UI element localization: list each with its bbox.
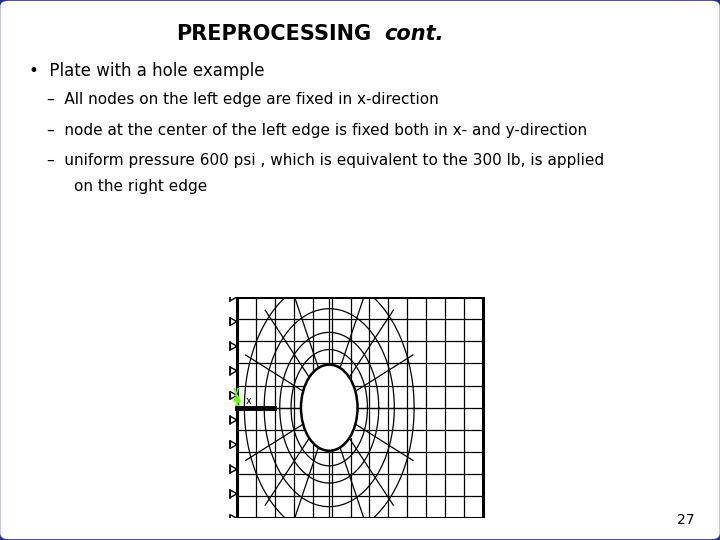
- Text: –  node at the center of the left edge is fixed both in x- and y-direction: – node at the center of the left edge is…: [47, 123, 587, 138]
- Text: y: y: [233, 386, 240, 396]
- Text: cont.: cont.: [384, 24, 444, 44]
- Text: on the right edge: on the right edge: [74, 179, 207, 194]
- Text: •  Plate with a hole example: • Plate with a hole example: [29, 62, 264, 80]
- Text: –  All nodes on the left edge are fixed in x-direction: – All nodes on the left edge are fixed i…: [47, 92, 438, 107]
- Text: PREPROCESSING: PREPROCESSING: [176, 24, 372, 44]
- Ellipse shape: [301, 364, 358, 451]
- Text: –  uniform pressure 600 psi , which is equivalent to the 300 lb, is applied: – uniform pressure 600 psi , which is eq…: [47, 153, 604, 168]
- Text: z: z: [235, 399, 240, 408]
- Text: x: x: [246, 396, 251, 406]
- Text: 27: 27: [678, 512, 695, 526]
